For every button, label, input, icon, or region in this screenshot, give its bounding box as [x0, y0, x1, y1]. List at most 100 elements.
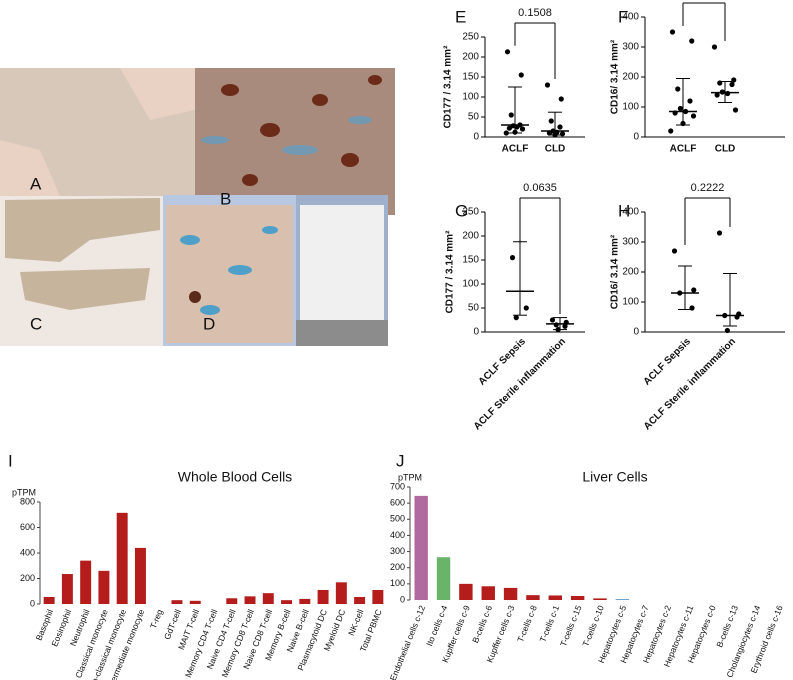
y-unit: pTPM — [398, 472, 422, 482]
x-tick-label: T-cells c-15 — [558, 604, 584, 648]
data-point — [732, 107, 739, 113]
data-point — [504, 49, 511, 55]
panel-label: F — [618, 7, 628, 26]
stain — [201, 116, 372, 155]
data-point — [548, 118, 554, 124]
bar — [61, 574, 73, 604]
desktop — [296, 320, 388, 346]
panel-label: C — [30, 314, 42, 333]
data-point — [509, 255, 516, 261]
panel-label: E — [455, 7, 466, 26]
bar — [414, 495, 428, 600]
x-tick-label: Ito cells c-4 — [424, 604, 449, 648]
x-tick-label: T-cells c-8 — [515, 604, 539, 644]
data-point — [557, 124, 563, 130]
image-d — [166, 205, 293, 343]
data-point — [668, 128, 674, 134]
y-tick-label: 250 — [462, 32, 479, 43]
cells — [221, 75, 382, 186]
bar — [98, 570, 110, 604]
y-tick-label: 200 — [390, 562, 405, 572]
x-tick-label: NK-cell — [346, 608, 366, 637]
bar — [503, 587, 518, 600]
panel-label: J — [396, 451, 405, 470]
bar — [281, 600, 293, 604]
y-tick-label: 600 — [20, 522, 35, 532]
data-point — [714, 92, 720, 98]
data-point — [689, 38, 695, 44]
bar — [262, 593, 274, 604]
y-axis-label: CD16/ 3.14 mm² — [610, 234, 621, 309]
tissue — [5, 198, 160, 310]
bar — [244, 596, 256, 604]
bar — [226, 598, 238, 604]
y-tick-label: 200 — [462, 231, 479, 242]
data-point — [559, 131, 566, 137]
data-point — [677, 105, 683, 112]
tissue — [0, 68, 195, 196]
data-point — [503, 130, 509, 136]
data-point — [549, 317, 556, 323]
y-axis-label: CD177 / 3.14 mm² — [445, 230, 456, 313]
panel-label: H — [618, 201, 630, 220]
p-value: 0.0635 — [523, 182, 557, 194]
bar — [116, 512, 128, 604]
bar — [593, 598, 607, 600]
panel-label: B — [220, 189, 231, 208]
data-point — [671, 248, 678, 254]
chart-title: Whole Blood Cells — [178, 469, 292, 485]
x-tick-label: ACLF — [670, 144, 697, 155]
bar — [372, 589, 384, 604]
y-unit: pTPM — [12, 487, 36, 497]
panel-label: D — [203, 314, 215, 333]
data-point — [562, 323, 568, 329]
y-axis-label: CD16/ 3.14 mm² — [610, 39, 621, 114]
x-tick-label: T-cells c-10 — [580, 604, 606, 648]
y-tick-label: 300 — [390, 546, 405, 556]
bar — [436, 557, 451, 600]
data-point — [544, 82, 551, 88]
y-tick-label: 400 — [622, 12, 639, 23]
bar — [459, 583, 473, 600]
y-tick-label: 200 — [462, 52, 479, 63]
x-tick-label: T-cells c-1 — [537, 604, 561, 644]
data-point — [519, 126, 526, 132]
data-point — [523, 305, 529, 311]
y-tick-label: 500 — [390, 514, 405, 524]
y-tick-label: 0 — [633, 132, 639, 143]
bar — [526, 595, 540, 600]
data-point — [558, 96, 564, 102]
bar — [548, 595, 562, 600]
x-tick-label: B-cells c-6 — [470, 604, 494, 645]
data-point — [731, 77, 737, 83]
x-tick-label: CLD — [545, 144, 566, 155]
p-value: 0.2222 — [691, 182, 725, 194]
data-point — [711, 44, 718, 50]
data-point — [724, 327, 730, 334]
data-point — [729, 81, 735, 88]
y-tick-label: 50 — [468, 303, 480, 314]
y-tick-label: 200 — [622, 267, 639, 278]
y-tick-label: 400 — [622, 207, 639, 218]
bar — [570, 595, 585, 600]
bar — [615, 599, 630, 600]
bar — [80, 560, 92, 604]
y-tick-label: 600 — [390, 498, 405, 508]
data-point — [513, 315, 519, 321]
stain — [180, 226, 278, 315]
data-point — [725, 90, 731, 97]
y-tick-label: 400 — [390, 530, 405, 540]
x-tick-label: ACLF Sterile inflammation — [642, 336, 738, 432]
data-point — [669, 29, 676, 35]
bar — [354, 596, 366, 604]
y-tick-label: 100 — [622, 297, 639, 308]
y-tick-label: 200 — [622, 72, 639, 83]
bar — [134, 547, 146, 604]
y-tick-label: 300 — [622, 42, 639, 53]
y-tick-label: 0 — [633, 327, 639, 338]
x-tick-label: ACLF — [502, 144, 529, 155]
x-tick-label: B-cells c-13 — [714, 604, 740, 649]
y-tick-label: 0 — [473, 327, 479, 338]
chart-title: Liver Cells — [582, 469, 647, 485]
